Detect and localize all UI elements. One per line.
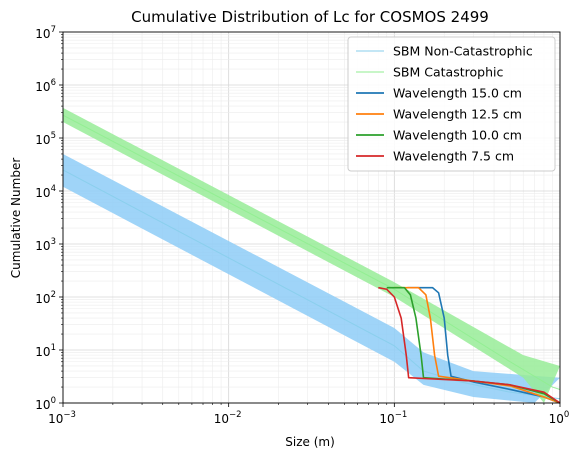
wavelength-series	[378, 286, 561, 404]
y-axis-label: Cumulative Number	[9, 158, 23, 279]
y-tick-label: 102	[35, 290, 56, 306]
plot-frame	[62, 31, 561, 404]
legend-label: SBM Catastrophic	[393, 65, 503, 80]
axis-ticks: 10−3 10−2 10−1 100 100 101 102 103 104 105 106 107	[35, 25, 569, 426]
x-tick-label: 10−1	[379, 410, 407, 426]
x-axis-label: Size (m)	[285, 435, 335, 449]
band-fill-1	[63, 107, 560, 403]
band-fill-0	[63, 153, 560, 403]
chart-title: Cumulative Distribution of Lc for COSMOS…	[131, 8, 489, 26]
legend-label: Wavelength 10.0 cm	[393, 128, 522, 143]
y-tick-label: 105	[35, 131, 56, 147]
legend-label: SBM Non-Catastrophic	[393, 44, 533, 59]
legend-label: Wavelength 12.5 cm	[393, 107, 522, 122]
legend-label: Wavelength 7.5 cm	[393, 149, 514, 164]
series-line-0	[407, 286, 561, 404]
y-tick-label: 101	[35, 343, 56, 359]
series-line-3	[378, 286, 561, 404]
x-tick-label: 10−2	[214, 410, 242, 426]
x-tick-label: 10−3	[48, 410, 76, 426]
y-tick-label: 106	[35, 78, 56, 94]
legend-box	[347, 36, 556, 172]
y-tick-label: 107	[35, 25, 56, 41]
x-tick-label: 100	[549, 410, 570, 426]
legend: SBM Non-Catastrophic SBM Catastrophic Wave…	[347, 36, 556, 172]
legend-label: Wavelength 15.0 cm	[393, 86, 522, 101]
y-tick-label: 103	[35, 237, 56, 253]
series-line-1	[394, 286, 561, 404]
band-line-1	[62, 114, 561, 390]
y-tick-label: 100	[35, 396, 56, 412]
y-tick-label: 104	[35, 184, 56, 200]
